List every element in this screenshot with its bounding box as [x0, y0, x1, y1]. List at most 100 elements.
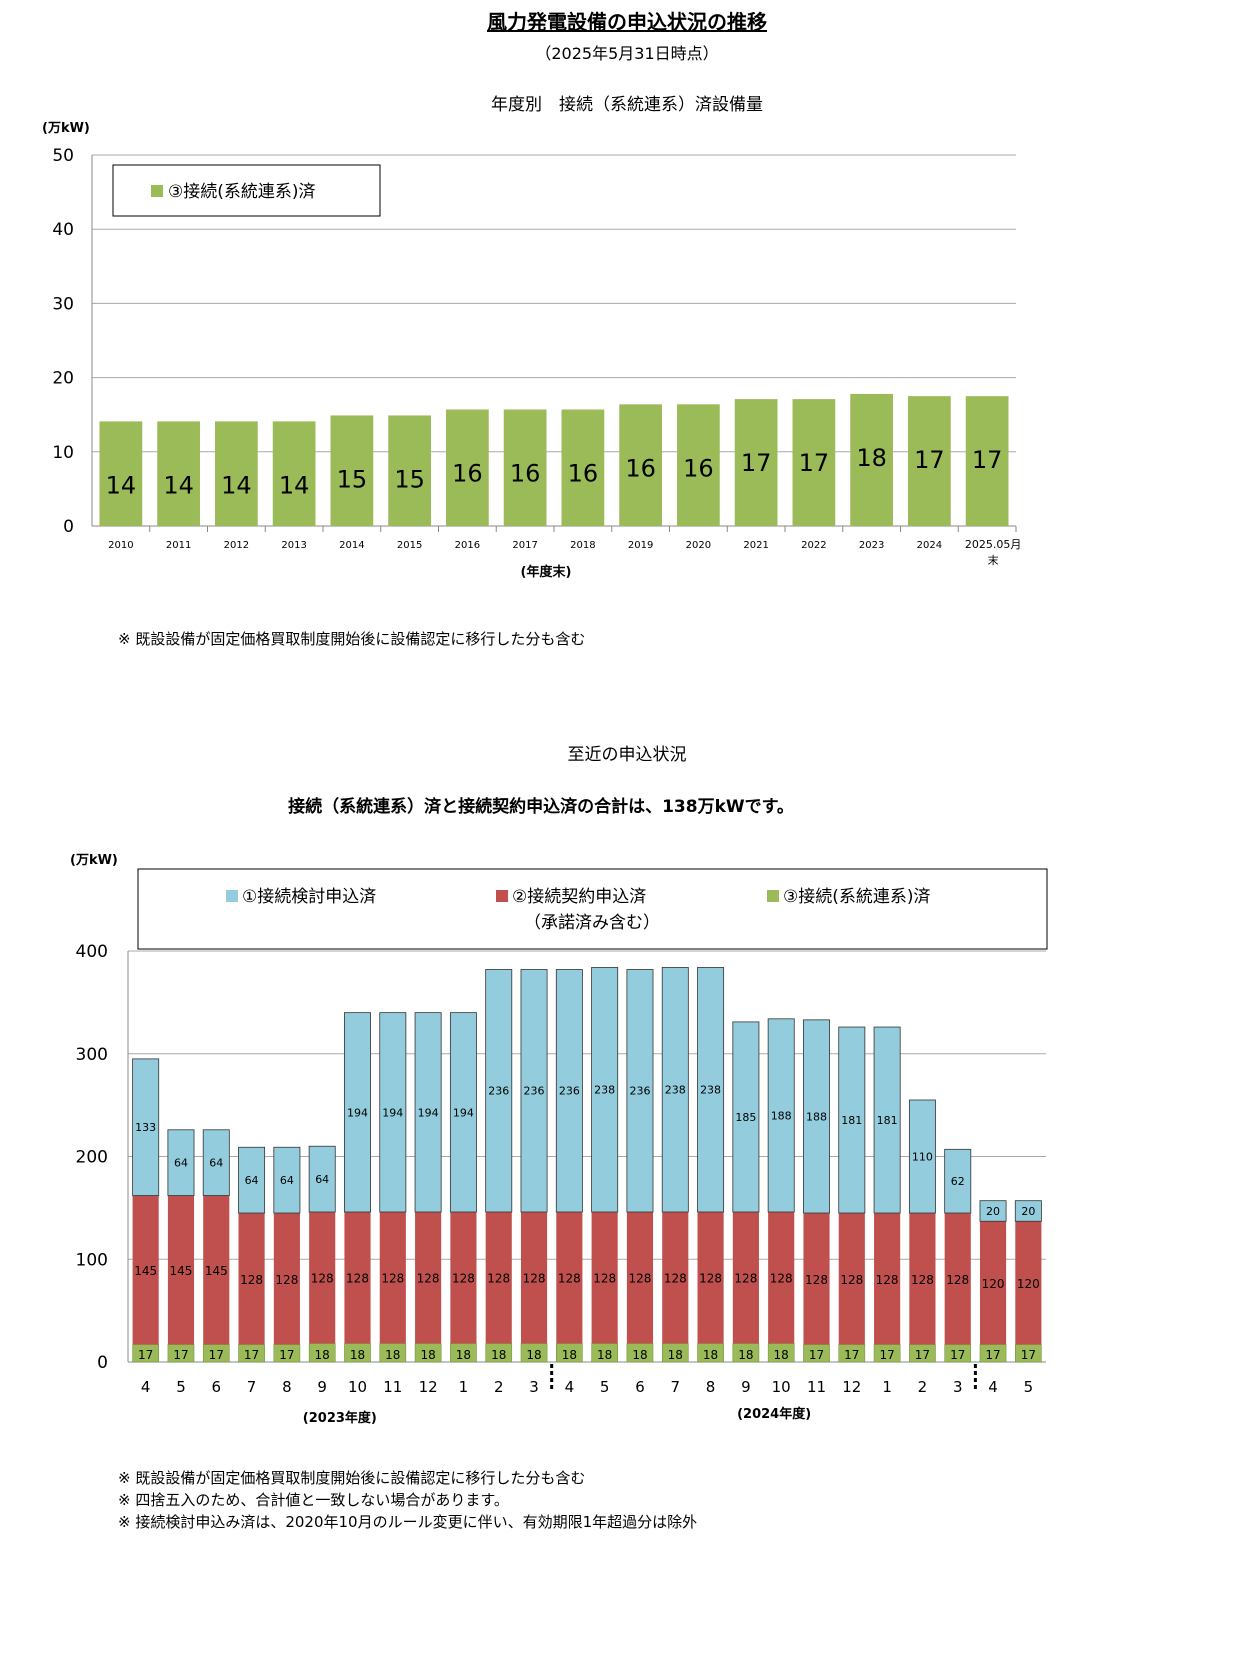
group-label: (2023年度) [303, 1410, 377, 1426]
data-label: 14 [163, 471, 194, 499]
bar-study [414, 1012, 442, 1213]
x-tick-label: 2014 [339, 540, 364, 551]
data-label-contract: 128 [452, 1272, 475, 1286]
data-label-connected: 18 [703, 1348, 718, 1362]
bar-study [626, 969, 654, 1213]
bar-contract [485, 1211, 512, 1344]
bar-contract [203, 1195, 230, 1345]
data-label-study: 236 [629, 1085, 650, 1098]
bar-contract [1015, 1221, 1042, 1345]
data-label-connected: 18 [597, 1348, 612, 1362]
bar [677, 404, 720, 526]
bar-contract [979, 1221, 1007, 1345]
bar [908, 396, 951, 526]
y-axis-unit: (万kW) [70, 853, 118, 868]
bar-contract [838, 1213, 865, 1345]
legend-swatch-study [226, 890, 238, 902]
data-label-contract: 145 [205, 1264, 228, 1278]
x-tick-label: 2011 [166, 540, 191, 551]
legend-entry-contract-sub: （承諾済み含む） [524, 913, 660, 933]
x-tick-label: 2020 [686, 540, 711, 551]
bar-contract [662, 1211, 689, 1344]
data-label-contract: 128 [417, 1272, 440, 1286]
x-tick-label: 10 [772, 1378, 791, 1396]
data-label-connected: 18 [385, 1348, 400, 1362]
x-tick-label: 12 [419, 1378, 438, 1396]
bar [792, 399, 836, 526]
x-tick-label: 2010 [108, 540, 133, 551]
data-label-study: 20 [986, 1205, 1000, 1218]
data-label-study: 20 [1021, 1205, 1035, 1218]
data-label-study: 181 [841, 1114, 862, 1127]
bar-contract [309, 1211, 336, 1344]
data-label-contract: 120 [1017, 1277, 1040, 1291]
data-label-contract: 128 [946, 1273, 969, 1287]
bar-contract [768, 1211, 795, 1344]
bar [330, 415, 374, 526]
data-label-connected: 18 [632, 1348, 647, 1362]
bar-contract [626, 1211, 654, 1344]
y-tick-label: 0 [63, 517, 74, 537]
bar-contract [450, 1211, 477, 1344]
x-tick-label: 末 [988, 553, 999, 567]
x-tick-label: 8 [282, 1378, 292, 1396]
bar [157, 421, 200, 526]
bar-contract [273, 1213, 300, 1345]
section2-title: 至近の申込状況 [567, 745, 687, 765]
data-label-contract: 128 [523, 1272, 546, 1286]
bar [965, 396, 1009, 526]
legend-swatch-connected [767, 890, 779, 902]
data-label: 17 [972, 446, 1003, 474]
data-label-study: 188 [806, 1110, 827, 1123]
bar-study [944, 1148, 972, 1214]
bar [619, 404, 662, 526]
x-tick-label: 5 [1024, 1378, 1034, 1396]
bar-contract [909, 1213, 936, 1345]
x-tick-label: 6 [211, 1378, 221, 1396]
data-label-connected: 18 [315, 1348, 330, 1362]
x-tick-label: 4 [988, 1378, 998, 1396]
bar-contract [944, 1213, 971, 1345]
data-label-study: 238 [665, 1084, 686, 1097]
data-label-study: 110 [912, 1151, 933, 1164]
legend-entry-study: ①接続検討申込済 [242, 887, 376, 907]
x-tick-label: 2016 [455, 540, 480, 551]
data-label-connected: 17 [915, 1348, 930, 1362]
page-title: 風力発電設備の申込状況の推移 [487, 10, 767, 34]
x-tick-label: 5 [176, 1378, 186, 1396]
bar-contract [167, 1195, 195, 1345]
data-label-contract: 128 [699, 1272, 722, 1286]
data-label-contract: 128 [240, 1273, 263, 1287]
y-tick-label: 0 [97, 1353, 108, 1373]
x-tick-label: 9 [741, 1378, 751, 1396]
y-tick-label: 300 [76, 1045, 108, 1065]
bar-study [838, 1026, 866, 1214]
data-label-connected: 17 [1021, 1348, 1036, 1362]
data-label-contract: 128 [558, 1272, 581, 1286]
data-label-connected: 18 [456, 1348, 471, 1362]
data-label: 14 [279, 471, 310, 499]
bar-study [238, 1146, 266, 1214]
data-label-study: 62 [951, 1175, 965, 1188]
note1-line1: ※ 既設設備が固定価格買取制度開始後に設備認定に移行した分も含む [118, 630, 586, 648]
data-label-contract: 128 [805, 1273, 828, 1287]
bar-contract [379, 1211, 406, 1344]
bar-study [908, 1099, 936, 1214]
data-label-study: 236 [524, 1085, 545, 1098]
x-tick-label: 2 [918, 1378, 928, 1396]
data-label: 16 [683, 454, 714, 482]
data-label-study: 133 [135, 1121, 156, 1134]
data-label-study: 236 [559, 1085, 580, 1098]
data-label-connected: 18 [491, 1348, 506, 1362]
bar-study [767, 1018, 795, 1213]
x-axis-label: (年度末) [521, 564, 572, 580]
data-label-connected: 18 [350, 1348, 365, 1362]
x-tick-label: 2021 [743, 540, 768, 551]
bar-contract [556, 1211, 583, 1344]
bar-study [449, 1012, 477, 1213]
data-label-connected: 17 [138, 1348, 153, 1362]
data-label-study: 238 [594, 1084, 615, 1097]
data-label-connected: 17 [985, 1348, 1000, 1362]
x-tick-label: 9 [317, 1378, 327, 1396]
x-tick-label: 2013 [281, 540, 306, 551]
